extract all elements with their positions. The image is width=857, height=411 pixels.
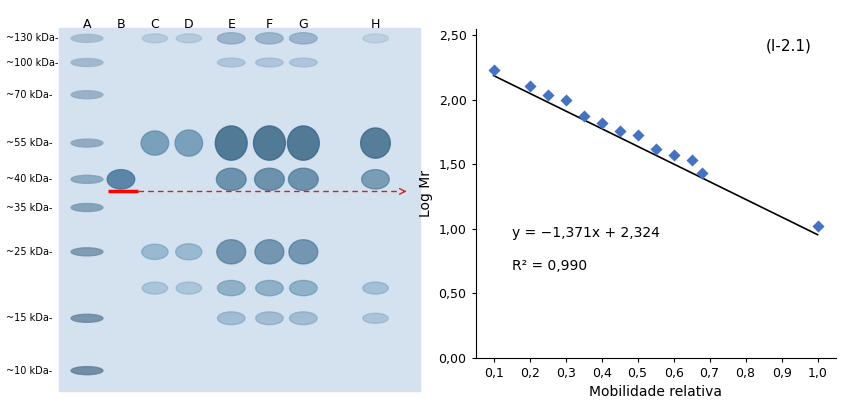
Ellipse shape (255, 33, 283, 44)
Ellipse shape (71, 203, 103, 212)
Point (631, 131, 644, 138)
Ellipse shape (141, 244, 168, 259)
Ellipse shape (218, 58, 245, 67)
Ellipse shape (71, 248, 103, 256)
Ellipse shape (141, 131, 169, 155)
Text: ~10 kDa-: ~10 kDa- (6, 366, 52, 376)
Text: B: B (117, 18, 125, 31)
Ellipse shape (363, 34, 388, 43)
Point (541, 91, 554, 98)
Ellipse shape (216, 168, 246, 190)
Ellipse shape (215, 126, 247, 160)
Ellipse shape (254, 126, 285, 160)
Ellipse shape (361, 128, 390, 158)
Ellipse shape (176, 34, 201, 43)
Ellipse shape (217, 240, 246, 264)
Text: ~35 kDa-: ~35 kDa- (6, 203, 53, 212)
Ellipse shape (218, 312, 245, 325)
Point (685, 157, 698, 164)
Y-axis label: Log Mr: Log Mr (419, 170, 433, 217)
Point (613, 127, 626, 134)
Ellipse shape (289, 168, 318, 190)
Ellipse shape (290, 312, 317, 325)
Point (667, 152, 680, 158)
Ellipse shape (71, 91, 103, 99)
Ellipse shape (107, 170, 135, 189)
Ellipse shape (255, 280, 283, 296)
Ellipse shape (255, 312, 283, 325)
Ellipse shape (287, 126, 320, 160)
Text: D: D (184, 18, 194, 31)
Text: A: A (83, 18, 91, 31)
Ellipse shape (71, 175, 103, 183)
Text: E: E (227, 18, 235, 31)
Point (577, 113, 590, 120)
Ellipse shape (290, 33, 317, 44)
Text: ~70 kDa-: ~70 kDa- (6, 90, 53, 100)
Text: F: F (266, 18, 273, 31)
Text: G: G (298, 18, 309, 31)
Ellipse shape (255, 58, 283, 67)
Point (595, 120, 608, 126)
Ellipse shape (255, 168, 285, 190)
Text: R² = 0,990: R² = 0,990 (512, 259, 587, 273)
Ellipse shape (176, 282, 201, 294)
Ellipse shape (176, 244, 202, 260)
Text: H: H (371, 18, 381, 31)
Point (487, 67, 500, 73)
Text: (I-2.1): (I-2.1) (766, 39, 812, 53)
Ellipse shape (71, 58, 103, 67)
Point (811, 223, 824, 229)
Point (696, 170, 710, 176)
Ellipse shape (218, 33, 245, 44)
Point (559, 97, 572, 103)
Bar (59, 28, 420, 391)
Ellipse shape (71, 139, 103, 147)
Ellipse shape (255, 240, 284, 264)
Ellipse shape (71, 34, 103, 42)
Text: y = −1,371x + 2,324: y = −1,371x + 2,324 (512, 226, 660, 240)
Text: ~100 kDa-: ~100 kDa- (6, 58, 59, 67)
Text: ~15 kDa-: ~15 kDa- (6, 313, 53, 323)
Point (649, 145, 662, 152)
Text: C: C (151, 18, 159, 31)
Ellipse shape (363, 313, 388, 323)
Text: ~55 kDa-: ~55 kDa- (6, 138, 53, 148)
Ellipse shape (363, 282, 388, 294)
Text: ~130 kDa-: ~130 kDa- (6, 33, 59, 43)
Text: ~40 kDa-: ~40 kDa- (6, 174, 52, 184)
Ellipse shape (142, 34, 168, 43)
X-axis label: Mobilidade relativa: Mobilidade relativa (589, 385, 722, 399)
Ellipse shape (290, 280, 317, 296)
Bar (59, 396, 420, 407)
Ellipse shape (142, 282, 168, 294)
Ellipse shape (290, 58, 317, 67)
Text: ~25 kDa-: ~25 kDa- (6, 247, 53, 257)
Ellipse shape (71, 314, 103, 322)
Point (523, 82, 536, 89)
Ellipse shape (218, 280, 245, 296)
Ellipse shape (71, 367, 103, 375)
Ellipse shape (362, 170, 389, 189)
Ellipse shape (175, 130, 202, 156)
Ellipse shape (289, 240, 318, 264)
